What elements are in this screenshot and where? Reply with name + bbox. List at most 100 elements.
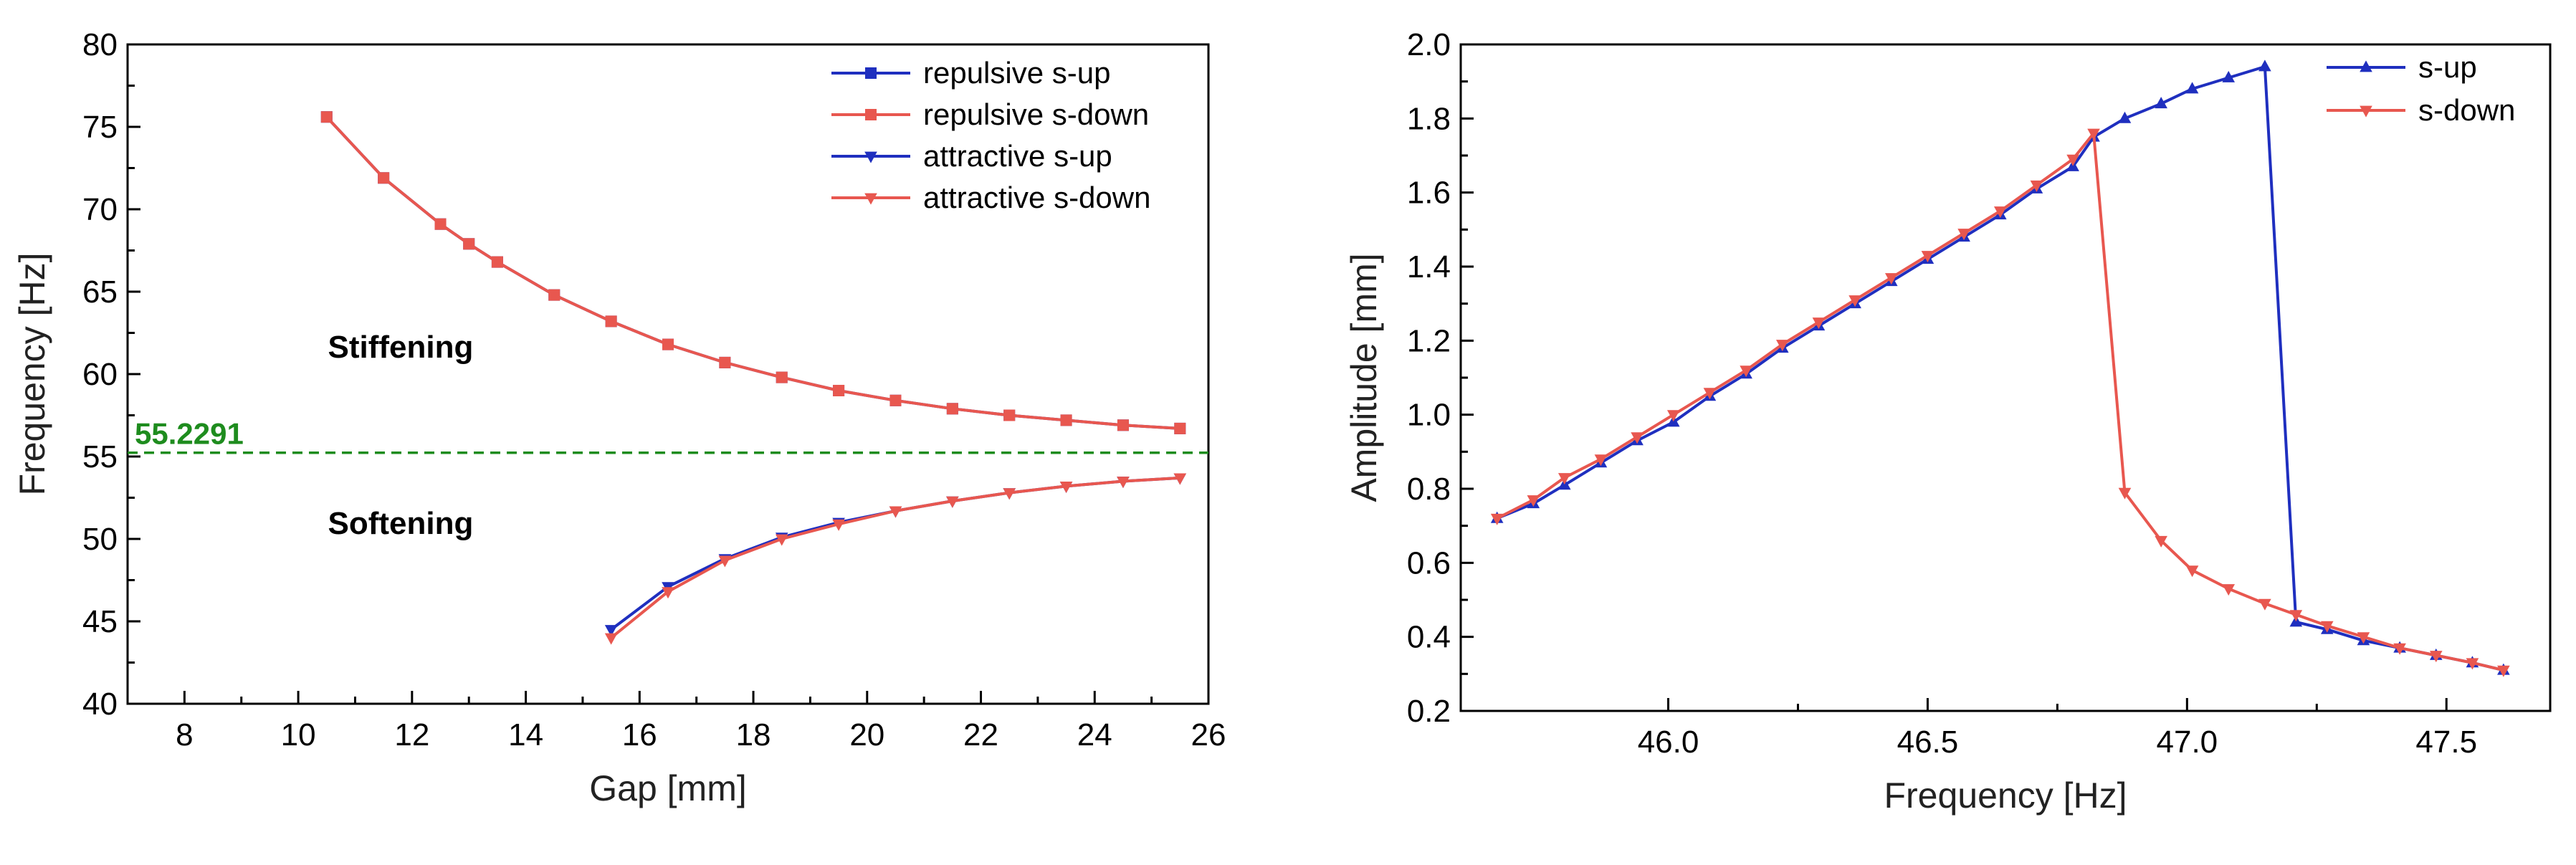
data-point — [491, 256, 503, 268]
y-tick-label: 0.4 — [1407, 620, 1451, 655]
series-line — [610, 476, 1180, 631]
x-tick-label: 10 — [281, 717, 316, 752]
y-tick-label: 0.2 — [1407, 694, 1451, 729]
legend-label: s-up — [2418, 50, 2477, 84]
data-point — [1666, 410, 1680, 422]
data-point — [2118, 487, 2132, 500]
x-tick-label: 22 — [963, 717, 998, 752]
reference-line-label: 55.2291 — [135, 417, 244, 451]
data-point — [605, 315, 617, 328]
data-point — [662, 587, 674, 599]
data-point — [2429, 651, 2443, 663]
x-tick-label: 46.0 — [1638, 725, 1699, 760]
data-point — [1060, 414, 1072, 426]
data-point — [2222, 584, 2236, 596]
y-tick-label: 80 — [82, 27, 118, 62]
x-axis-title: Frequency [Hz] — [1884, 775, 2127, 816]
legend-marker — [2360, 60, 2372, 72]
x-tick-label: 47.0 — [2157, 725, 2218, 760]
data-point — [889, 506, 902, 518]
data-point — [2155, 535, 2167, 548]
y-tick-label: 0.6 — [1407, 545, 1451, 580]
data-point — [889, 394, 902, 406]
data-point — [2066, 154, 2079, 166]
data-point — [1921, 251, 1935, 263]
legend-label: repulsive s-up — [923, 56, 1110, 90]
y-tick-label: 1.4 — [1407, 249, 1451, 285]
series-line — [1496, 65, 2504, 672]
data-point — [1848, 295, 1861, 307]
data-point — [719, 356, 731, 368]
right-chart-amplitude-vs-frequency: 46.0 46.5 47.0 47.5 0.2 0.4 0.6 0.8 1.0 1.2 1.4 1.6… — [1344, 27, 2552, 816]
data-point — [463, 238, 475, 250]
y-tick-label: 1.2 — [1407, 323, 1451, 358]
legend-label: attractive s-up — [923, 139, 1112, 173]
data-point — [1740, 365, 1752, 378]
legend-label: repulsive s-down — [923, 97, 1149, 131]
annotation-stiffening: Stiffening — [328, 330, 474, 365]
y-tick-label: 45 — [82, 604, 118, 639]
data-point — [1059, 482, 1073, 493]
y-tick-label: 1.0 — [1407, 398, 1451, 433]
data-point — [434, 218, 447, 230]
x-tick-label: 24 — [1077, 717, 1112, 752]
data-point — [2258, 59, 2271, 72]
series-line — [1496, 132, 2504, 672]
series-attractive-s-up — [604, 473, 1187, 637]
y-tick-label: 60 — [82, 357, 118, 392]
data-point — [2185, 82, 2199, 94]
data-point — [2258, 598, 2271, 611]
data-point — [2357, 632, 2370, 644]
data-point — [662, 338, 674, 350]
data-point — [2222, 70, 2236, 82]
plot-frame — [1459, 43, 2552, 712]
data-point — [2155, 97, 2167, 109]
data-point — [1594, 454, 1608, 467]
data-point — [718, 555, 732, 568]
y-tick-label: 1.6 — [1407, 176, 1451, 211]
series-s-down — [1490, 128, 2510, 677]
data-point — [2118, 111, 2132, 123]
series-s-up — [1490, 59, 2510, 675]
y-tick-label: 75 — [82, 110, 118, 145]
x-tick-label: 14 — [508, 717, 543, 752]
legend-label: s-down — [2418, 93, 2515, 127]
data-point — [604, 633, 618, 645]
y-tick-label: 55 — [82, 439, 118, 474]
y-axis-title: Frequency [Hz] — [12, 252, 52, 495]
left-chart-frequency-vs-gap: 8 10 12 14 16 18 20 22 24 26 40 45 50 55 60 65 70 75 80 Gap… — [12, 27, 1226, 808]
data-point — [1174, 422, 1186, 434]
data-point — [2393, 643, 2406, 655]
data-point — [1957, 229, 1970, 241]
data-point — [1703, 388, 1717, 400]
data-point — [2466, 658, 2479, 670]
legend-marker — [2360, 105, 2372, 118]
legend-marker — [864, 151, 877, 163]
series-line — [610, 476, 1180, 639]
data-point — [1003, 488, 1016, 500]
x-tick-label: 26 — [1191, 717, 1226, 752]
y-tick-label: 0.8 — [1407, 472, 1451, 507]
legend-marker — [865, 109, 877, 120]
y-tick-label: 50 — [82, 522, 118, 557]
x-tick-label: 46.5 — [1897, 725, 1959, 760]
data-point — [1117, 419, 1129, 431]
legend-marker — [865, 67, 877, 79]
data-point — [1884, 273, 1898, 285]
data-point — [1631, 432, 1644, 444]
data-point — [378, 172, 390, 184]
y-tick-label: 2.0 — [1407, 27, 1451, 62]
data-point — [2320, 621, 2334, 633]
data-point — [604, 625, 618, 637]
y-tick-label: 65 — [82, 274, 118, 310]
y-tick-label: 1.8 — [1407, 101, 1451, 136]
data-point — [1173, 473, 1187, 485]
legend: s-up s-down — [2327, 50, 2515, 127]
x-tick-label: 47.5 — [2415, 725, 2477, 760]
data-point — [1527, 495, 1540, 507]
data-point — [2185, 565, 2199, 578]
data-point — [320, 111, 333, 123]
legend: repulsive s-up repulsive s-down attractive… — [831, 56, 1150, 214]
y-axis-title: Amplitude [mm] — [1344, 253, 1384, 502]
